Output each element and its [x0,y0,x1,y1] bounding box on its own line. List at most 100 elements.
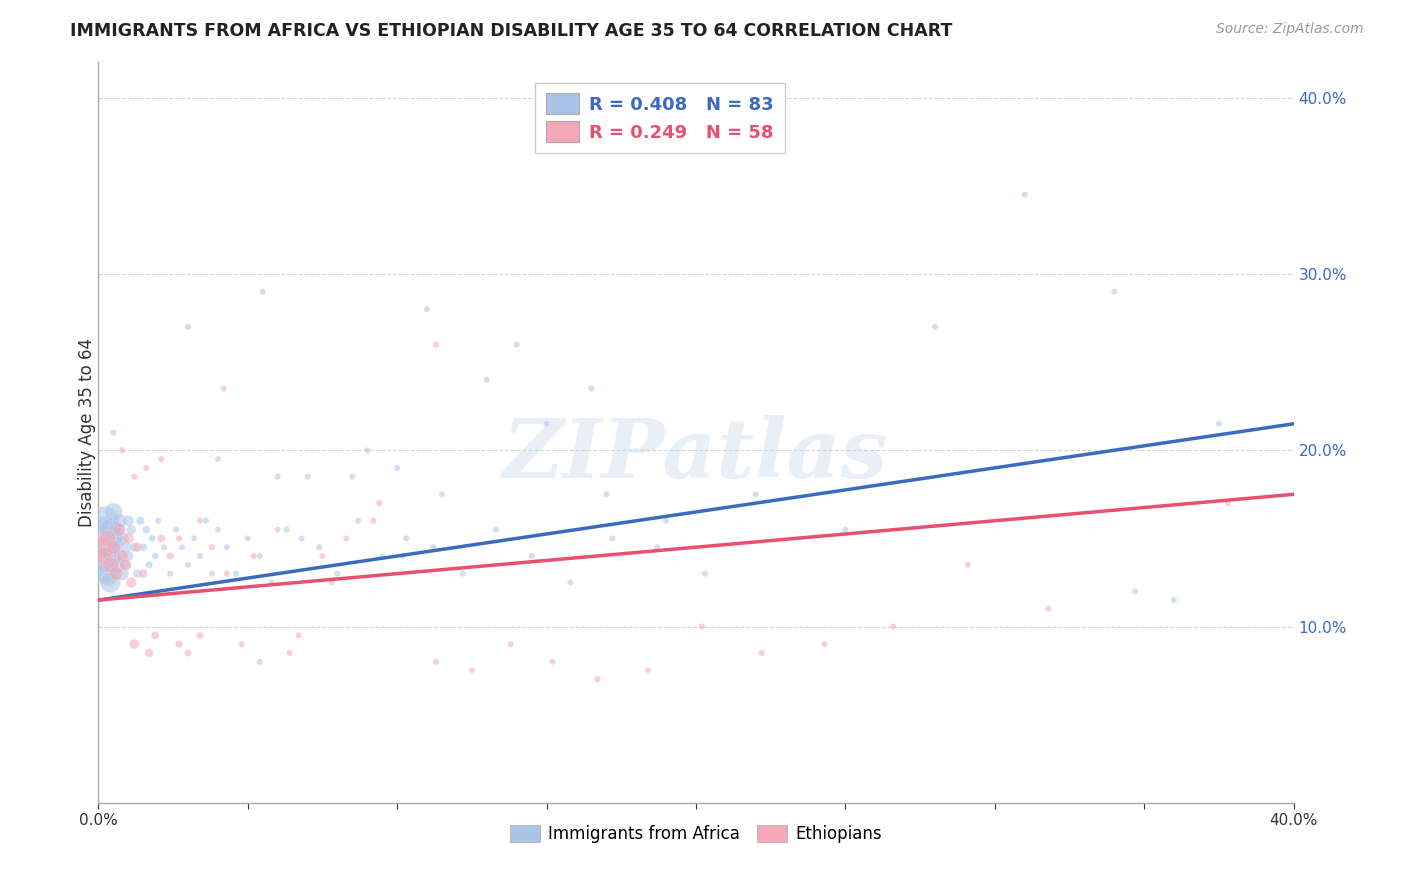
Point [335,532,357,546]
Point [167,637,190,651]
Point [451,566,474,581]
Point [103,505,125,519]
Point [430,487,453,501]
Y-axis label: Disability Age 35 to 64: Disability Age 35 to 64 [79,338,96,527]
Point [159,549,181,563]
Point [90,532,112,546]
Text: IMMIGRANTS FROM AFRICA VS ETHIOPIAN DISABILITY AGE 35 TO 64 CORRELATION CHART: IMMIGRANTS FROM AFRICA VS ETHIOPIAN DISA… [70,22,953,40]
Point [693,566,716,581]
Point [143,549,166,563]
Point [111,443,134,458]
Point [132,566,155,581]
Point [201,566,224,581]
Point [96,540,118,554]
Point [882,619,904,633]
Point [138,646,160,660]
Point [461,664,484,678]
Point [90,540,112,554]
Point [188,514,211,528]
Point [117,549,139,563]
Point [177,646,200,660]
Point [167,532,190,546]
Point [655,514,678,528]
Point [422,540,444,554]
Point [150,532,173,546]
Point [581,382,603,396]
Point [201,540,224,554]
Point [103,425,125,440]
Point [98,575,122,590]
Point [287,628,309,642]
Text: ZIPatlas: ZIPatlas [503,415,889,495]
Point [111,532,134,546]
Point [485,523,508,537]
Point [236,532,259,546]
Point [114,558,136,572]
Point [153,540,176,554]
Point [1038,602,1060,616]
Point [595,487,617,501]
Point [645,540,668,554]
Point [138,558,160,572]
Point [321,575,343,590]
Point [120,575,142,590]
Point [141,532,163,546]
Point [188,628,211,642]
Point [560,575,582,590]
Point [637,664,659,678]
Point [326,566,349,581]
Point [103,540,125,554]
Point [395,532,418,546]
Point [342,469,364,483]
Point [311,549,333,563]
Point [111,566,134,581]
Point [308,540,330,554]
Text: Source: ZipAtlas.com: Source: ZipAtlas.com [1216,22,1364,37]
Point [231,637,253,651]
Point [267,469,290,483]
Point [127,566,149,581]
Point [1104,285,1126,299]
Point [90,558,112,572]
Point [416,302,439,317]
Legend: Immigrants from Africa, Ethiopians: Immigrants from Africa, Ethiopians [503,819,889,850]
Point [93,514,115,528]
Point [297,469,319,483]
Point [207,523,229,537]
Point [368,496,391,510]
Point [135,523,157,537]
Point [114,558,136,572]
Point [924,319,946,334]
Point [93,549,115,563]
Point [425,655,447,669]
Point [249,549,271,563]
Point [172,540,194,554]
Point [392,549,415,563]
Point [195,514,218,528]
Point [148,514,170,528]
Point [1014,187,1036,202]
Point [541,655,564,669]
Point [150,452,173,467]
Point [177,319,200,334]
Point [120,523,142,537]
Point [278,646,301,660]
Point [506,337,529,351]
Point [177,558,200,572]
Point [385,461,409,475]
Point [117,532,139,546]
Point [132,540,155,554]
Point [834,523,856,537]
Point [215,566,238,581]
Point [159,566,181,581]
Point [124,540,146,554]
Point [536,417,558,431]
Point [225,566,247,581]
Point [124,469,146,483]
Point [103,532,125,546]
Point [105,523,128,537]
Point [1216,496,1239,510]
Point [260,575,283,590]
Point [499,637,522,651]
Point [98,523,122,537]
